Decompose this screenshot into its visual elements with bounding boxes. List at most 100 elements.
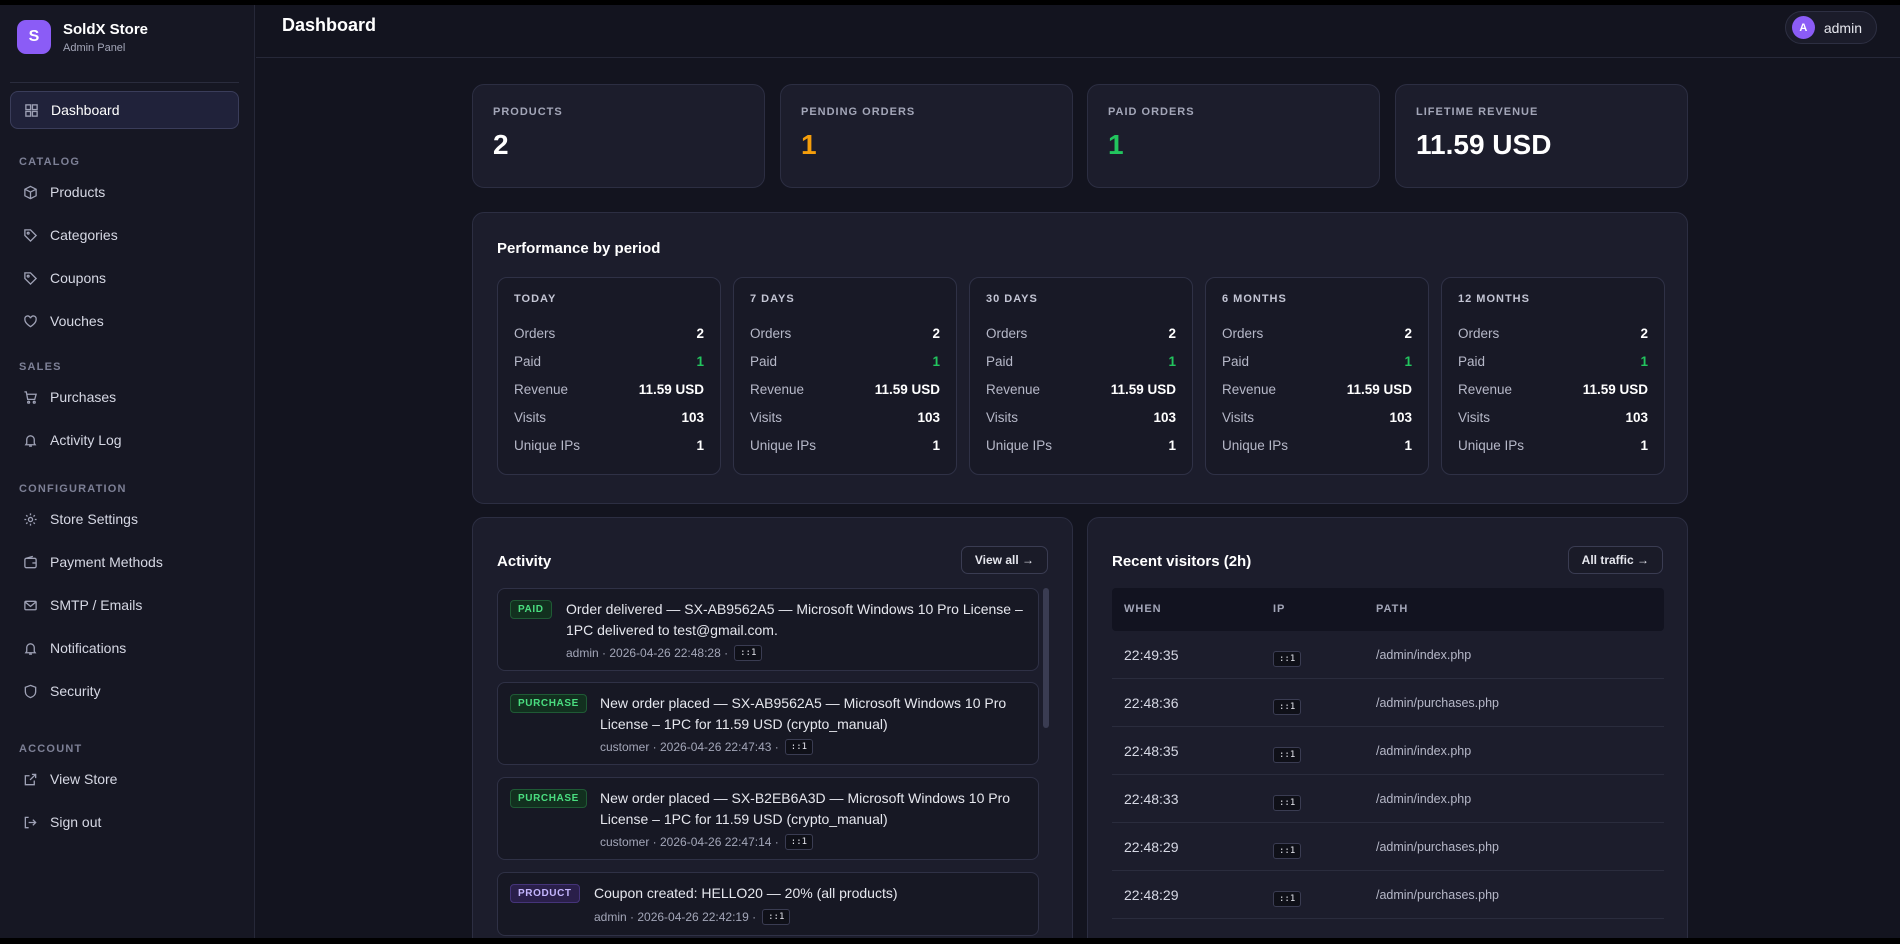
activity-meta: admin · 2026-04-26 22:42:19 ·::1 <box>594 909 791 925</box>
mail-icon <box>23 598 38 613</box>
sidebar-item-dashboard[interactable]: Dashboard <box>10 91 239 129</box>
activity-item[interactable]: PURCHASE New order placed — SX-AB9562A5 … <box>497 682 1039 765</box>
shield-icon <box>23 684 38 699</box>
brand[interactable]: S SoldX Store Admin Panel <box>17 20 148 54</box>
period-row-unique-ips: Unique IPs 1 <box>514 437 704 453</box>
period-row-paid: Paid 1 <box>1222 353 1412 369</box>
visit-path: /admin/purchases.php <box>1376 696 1499 710</box>
sidebar-item-store-settings[interactable]: Store Settings <box>10 500 239 538</box>
sidebar-item-security[interactable]: Security <box>10 672 239 710</box>
activity-item[interactable]: PURCHASE New order placed — SX-B2EB6A3D … <box>497 777 1039 860</box>
activity-item[interactable]: PRODUCT Coupon created: HELLO20 — 20% (a… <box>497 872 1039 936</box>
period-row-visits: Visits 103 <box>986 409 1176 425</box>
status-badge: PURCHASE <box>510 789 587 808</box>
period-card-7-days: 7 DAYS Orders 2 Paid 1 Revenue 11.59 USD Vi… <box>733 277 957 475</box>
sidebar-item-smtp-emails[interactable]: SMTP / Emails <box>10 586 239 624</box>
table-row: 22:48:29 ::1 /admin/purchases.php <box>1112 823 1664 871</box>
table-row: 22:48:33 ::1 /admin/index.php <box>1112 775 1664 823</box>
period-row-unique-ips: Unique IPs 1 <box>1222 437 1412 453</box>
activity-meta: customer · 2026-04-26 22:47:43 ·::1 <box>600 739 814 755</box>
period-row-paid: Paid 1 <box>514 353 704 369</box>
status-badge: PURCHASE <box>510 694 587 713</box>
activity-meta: customer · 2026-04-26 22:47:14 ·::1 <box>600 834 814 850</box>
view-all-button[interactable]: View all → <box>960 546 1048 574</box>
gear-icon <box>23 512 38 527</box>
ip-badge: ::1 <box>1273 795 1302 811</box>
period-row-visits: Visits 103 <box>1458 409 1648 425</box>
sidebar-item-label: Store Settings <box>50 511 138 527</box>
section-account: ACCOUNT <box>19 743 83 755</box>
stat-label: LIFETIME REVENUE <box>1416 106 1539 118</box>
bell-icon <box>23 641 38 656</box>
sidebar-item-sign-out[interactable]: Sign out <box>10 803 239 841</box>
period-row-orders: Orders 2 <box>1458 325 1648 341</box>
activity-text: Coupon created: HELLO20 — 20% (all produ… <box>594 885 898 901</box>
period-row-revenue: Revenue 11.59 USD <box>986 381 1176 397</box>
sidebar-item-label: Coupons <box>50 270 107 286</box>
activity-title: Activity <box>497 553 552 570</box>
activity-item[interactable]: PAID Order delivered — SX-AB9562A5 — Mic… <box>497 588 1039 671</box>
avatar: A <box>1791 16 1815 39</box>
stat-card-lifetime-revenue: LIFETIME REVENUE 11.59 USD <box>1395 84 1688 188</box>
sidebar-item-label: Dashboard <box>51 102 120 118</box>
sidebar: S SoldX Store Admin Panel Dashboard CATA… <box>0 5 255 938</box>
stat-card-paid-orders: PAID ORDERS 1 <box>1087 84 1380 188</box>
activity-text: New order placed — SX-B2EB6A3D — Microso… <box>600 790 1011 827</box>
sidebar-item-label: Notifications <box>50 640 127 656</box>
table-row: 22:48:29 ::1 /admin/purchases.php <box>1112 871 1664 919</box>
brand-name: SoldX Store <box>63 20 149 38</box>
visit-time: 22:48:36 <box>1124 695 1179 711</box>
period-card-30-days: 30 DAYS Orders 2 Paid 1 Revenue 11.59 USD V… <box>969 277 1193 475</box>
sidebar-divider <box>10 82 239 83</box>
activity-scrollbar[interactable] <box>1043 588 1049 728</box>
sidebar-item-label: Vouches <box>50 313 104 329</box>
section-sales: SALES <box>19 361 62 373</box>
sidebar-item-label: Security <box>50 683 101 699</box>
period-row-paid: Paid 1 <box>1458 353 1648 369</box>
user-menu-button[interactable]: A admin <box>1784 11 1877 44</box>
stat-label: PRODUCTS <box>493 106 563 118</box>
activity-meta: admin · 2026-04-26 22:48:28 ·::1 <box>566 645 763 661</box>
period-card-6-months: 6 MONTHS Orders 2 Paid 1 Revenue 11.59 USD … <box>1205 277 1429 475</box>
external-link-icon <box>23 772 38 787</box>
sidebar-item-products[interactable]: Products <box>10 173 239 211</box>
sidebar-item-vouches[interactable]: Vouches <box>10 302 239 340</box>
sidebar-item-label: Categories <box>50 227 118 243</box>
visit-time: 22:48:35 <box>1124 743 1179 759</box>
ip-badge: ::1 <box>1273 651 1302 667</box>
sidebar-item-label: Sign out <box>50 814 102 830</box>
period-row-unique-ips: Unique IPs 1 <box>750 437 940 453</box>
sidebar-item-coupons[interactable]: Coupons <box>10 259 239 297</box>
sidebar-item-categories[interactable]: Categories <box>10 216 239 254</box>
visitors-title: Recent visitors (2h) <box>1112 553 1252 570</box>
period-title: 12 MONTHS <box>1458 293 1530 305</box>
column-header-when: WHEN <box>1124 603 1162 615</box>
brand-logo: S <box>17 20 51 54</box>
sign-out-icon <box>23 815 38 830</box>
grid-icon <box>24 103 39 118</box>
sidebar-item-purchases[interactable]: Purchases <box>10 378 239 416</box>
period-row-paid: Paid 1 <box>986 353 1176 369</box>
sidebar-item-notifications[interactable]: Notifications <box>10 629 239 667</box>
activity-text: Order delivered — SX-AB9562A5 — Microsof… <box>566 601 1023 638</box>
column-header-ip: IP <box>1273 603 1286 615</box>
ip-badge: ::1 <box>1273 699 1302 715</box>
visit-path: /admin/index.php <box>1376 744 1472 758</box>
sidebar-item-activity-log[interactable]: Activity Log <box>10 421 239 459</box>
performance-title: Performance by period <box>497 240 661 257</box>
user-name: admin <box>1823 19 1862 36</box>
cart-icon <box>23 390 38 405</box>
table-row: 22:48:36 ::1 /admin/purchases.php <box>1112 679 1664 727</box>
stat-label: PENDING ORDERS <box>801 106 916 118</box>
stat-value: 2 <box>493 129 509 160</box>
stat-card-products: PRODUCTS 2 <box>472 84 765 188</box>
sidebar-item-view-store[interactable]: View Store <box>10 760 239 798</box>
section-configuration: CONFIGURATION <box>19 483 127 495</box>
all-traffic-button[interactable]: All traffic → <box>1567 546 1663 574</box>
sidebar-item-label: Purchases <box>50 389 117 405</box>
period-title: 7 DAYS <box>750 293 795 305</box>
tag-icon <box>23 228 38 243</box>
period-card-today: TODAY Orders 2 Paid 1 Revenue 11.59 USD Vis… <box>497 277 721 475</box>
period-row-revenue: Revenue 11.59 USD <box>514 381 704 397</box>
sidebar-item-payment-methods[interactable]: Payment Methods <box>10 543 239 581</box>
